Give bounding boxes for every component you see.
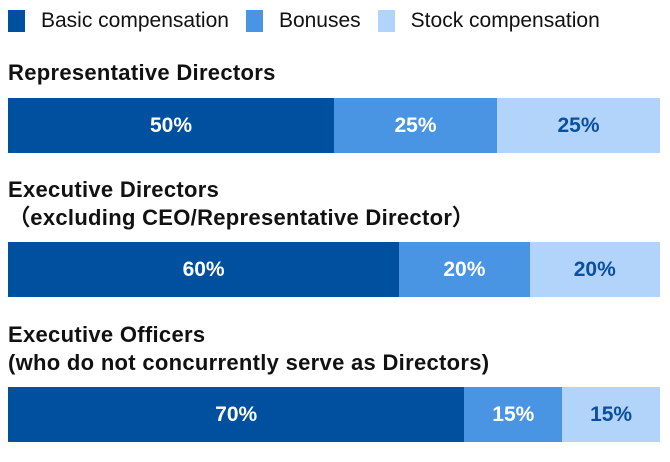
bar-segment-bonuses: 20% (399, 242, 530, 297)
bar-segment-stock: 15% (562, 387, 660, 442)
legend-item-basic: Basic compensation (8, 9, 229, 33)
data-label: 50% (149, 113, 193, 137)
data-label: 20% (443, 257, 486, 281)
bar-segment-stock: 20% (529, 242, 660, 297)
data-label: 15% (590, 402, 633, 426)
bar-executive-directors: 60% 20% 20% (8, 242, 660, 297)
bar-segment-basic: 70% (8, 387, 465, 442)
legend-swatch (8, 10, 25, 32)
bar-segment-bonuses: 25% (334, 98, 497, 153)
title-line: (who do not concurrently serve as Direct… (8, 350, 490, 375)
group-title-executive-officers: Executive Officers (who do not concurrent… (8, 321, 489, 377)
data-label: 25% (557, 113, 600, 137)
group-title-representative-directors: Representative Directors (8, 59, 276, 87)
data-label: 20% (573, 257, 616, 281)
data-label: 15% (492, 402, 535, 426)
legend-label: Stock compensation (410, 9, 600, 32)
legend-item-bonuses: Bonuses (245, 9, 361, 33)
data-label: 70% (215, 402, 258, 426)
title-line: Executive Officers (8, 322, 206, 347)
legend-swatch (377, 10, 395, 32)
bar-executive-officers: 70% 15% 15% (8, 387, 660, 442)
data-label: 60% (182, 257, 225, 281)
data-label: 25% (394, 113, 437, 137)
title-line: （excluding CEO/Representative Director） (8, 205, 475, 230)
legend: Basic compensation Bonuses Stock compens… (8, 9, 617, 33)
legend-swatch (245, 10, 263, 32)
legend-label: Bonuses (278, 9, 361, 32)
legend-item-stock: Stock compensation (377, 9, 600, 33)
bar-segment-basic: 60% (8, 242, 400, 297)
title-line: Representative Directors (8, 60, 276, 85)
bar-segment-stock: 25% (497, 98, 660, 153)
group-title-executive-directors: Executive Directors （excluding CEO/Repres… (8, 176, 475, 232)
title-line: Executive Directors (8, 177, 220, 202)
legend-label: Basic compensation (41, 9, 229, 32)
bar-representative-directors: 50% 25% 25% (8, 98, 660, 153)
bar-segment-bonuses: 15% (464, 387, 563, 442)
bar-segment-basic: 50% (8, 98, 334, 153)
